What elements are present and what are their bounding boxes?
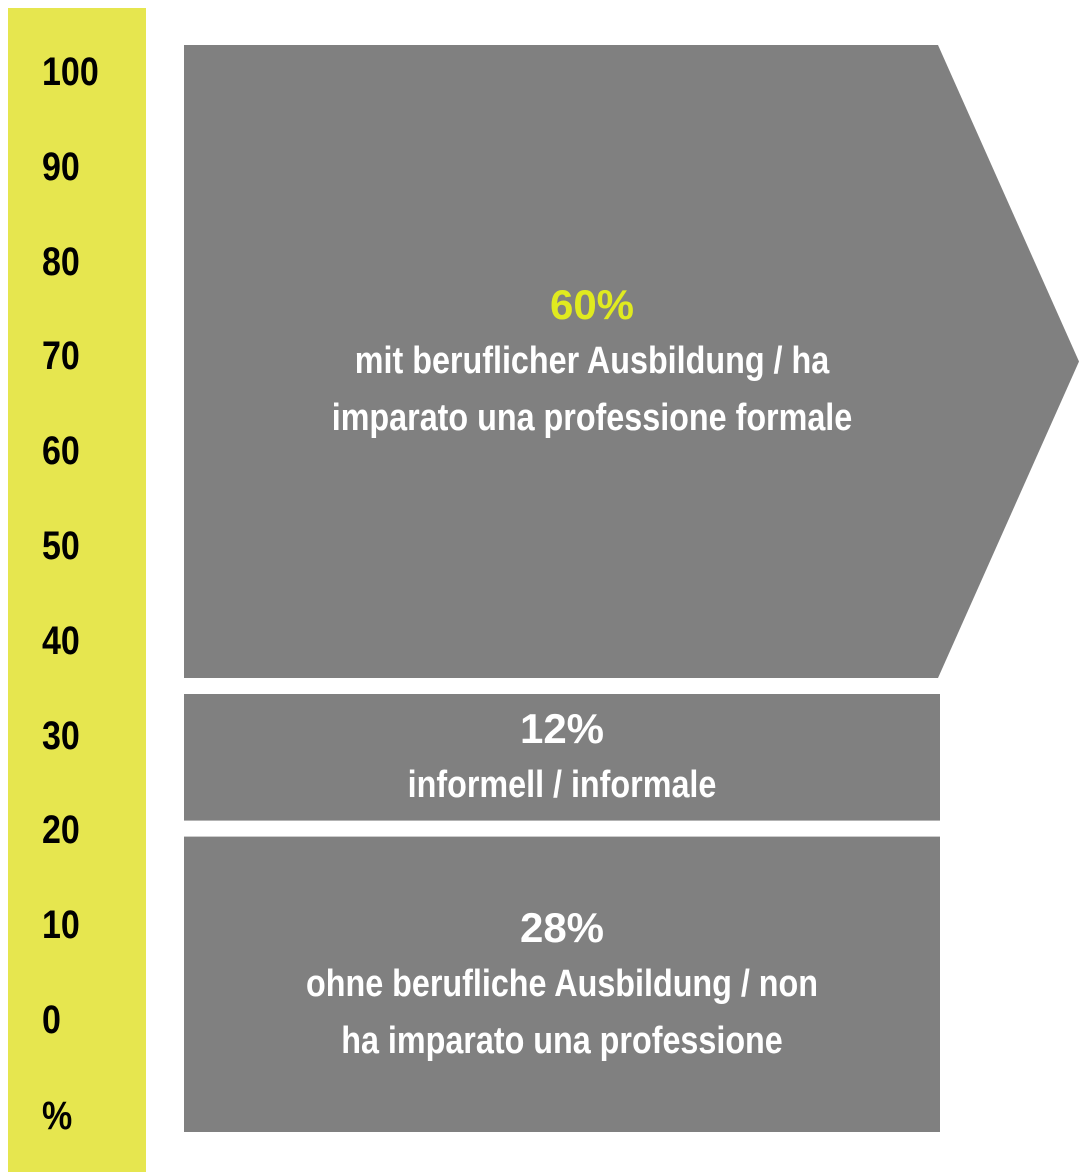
y-tick-label: 0: [42, 998, 61, 1042]
y-axis-label: %: [42, 1094, 73, 1138]
segment-label: 12% informell / informale: [184, 694, 940, 821]
y-tick-label: 70: [42, 334, 80, 379]
y-tick-label: 50: [42, 524, 80, 568]
y-tick-label: 90: [42, 144, 80, 189]
y-tick-label: 80: [42, 239, 80, 284]
y-tick-label: 60: [42, 429, 80, 474]
axis-band: [8, 8, 146, 1172]
segment: [184, 45, 1079, 678]
value-label: 60%: [549, 281, 635, 328]
y-tick-label: 20: [42, 808, 80, 853]
value-label: 12%: [519, 705, 605, 753]
series-name: informell / informale: [407, 764, 717, 807]
segment: [184, 836, 940, 1132]
series-name: ohne berufliche Ausbildung / non ha impa…: [306, 962, 818, 1062]
series-name: mit beruflicher Ausbildung / ha imparato…: [331, 340, 853, 439]
value-label: 28%: [519, 903, 605, 951]
y-tick-label: 40: [42, 618, 80, 663]
y-tick-label: 10: [42, 903, 80, 948]
segment-label: 28% ohne berufliche Ausbildung / non ha i…: [184, 837, 940, 1132]
y-tick-label: 100: [42, 50, 99, 94]
segment: [184, 694, 940, 821]
y-tick-label: 30: [42, 713, 80, 758]
segment-label: 60% mit beruflicher Ausbildung / ha impar…: [184, 45, 1000, 678]
